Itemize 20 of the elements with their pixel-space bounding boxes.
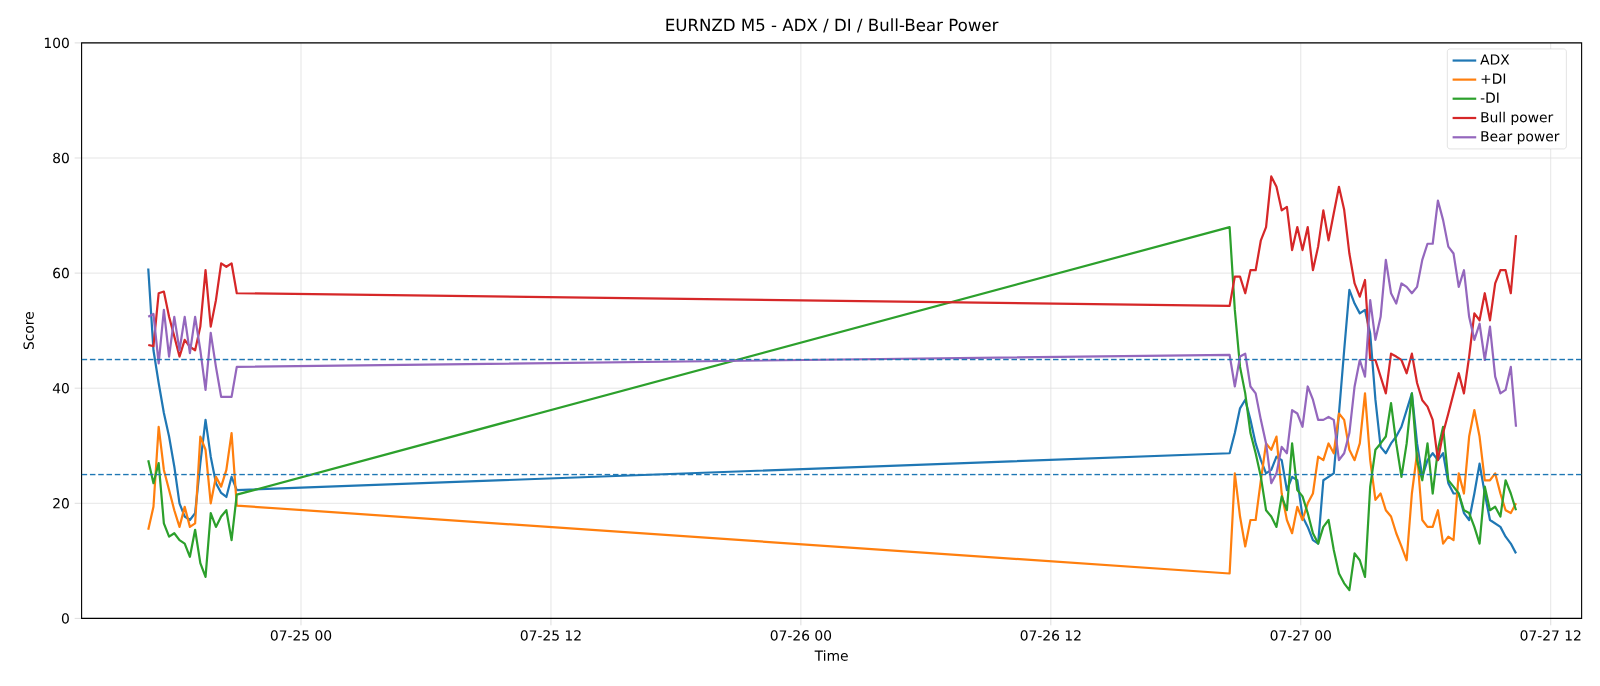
- y-tick-label: 40: [52, 382, 69, 394]
- y-tick-label: 0: [61, 613, 69, 624]
- y-tick-label: 80: [53, 152, 69, 164]
- legend-label: +DI: [1481, 73, 1506, 84]
- legend-label: ADX: [1480, 54, 1510, 65]
- x-tick-label: 07-27 12: [1520, 630, 1581, 641]
- x-axis-title: Time: [814, 650, 848, 661]
- legend-label: Bear power: [1481, 131, 1560, 145]
- y-tick-label: 100: [44, 37, 69, 49]
- x-tick-label: 07-25 00: [270, 630, 332, 641]
- x-tick-label: 07-26 00: [770, 630, 832, 641]
- x-tick-label: 07-25 12: [520, 630, 581, 641]
- x-tick-label: 07-26 12: [1020, 630, 1081, 641]
- x-tick-label: 07-27 00: [1270, 630, 1331, 641]
- y-tick-label: 60: [53, 267, 69, 279]
- y-tick-label: 20: [53, 498, 69, 509]
- legend-label: -DI: [1480, 92, 1499, 103]
- y-axis-title: Score: [23, 311, 34, 350]
- chart-title: EURNZD M5 - ADX / DI / Bull-Bear Power: [666, 18, 999, 33]
- legend-label: Bull power: [1481, 111, 1554, 126]
